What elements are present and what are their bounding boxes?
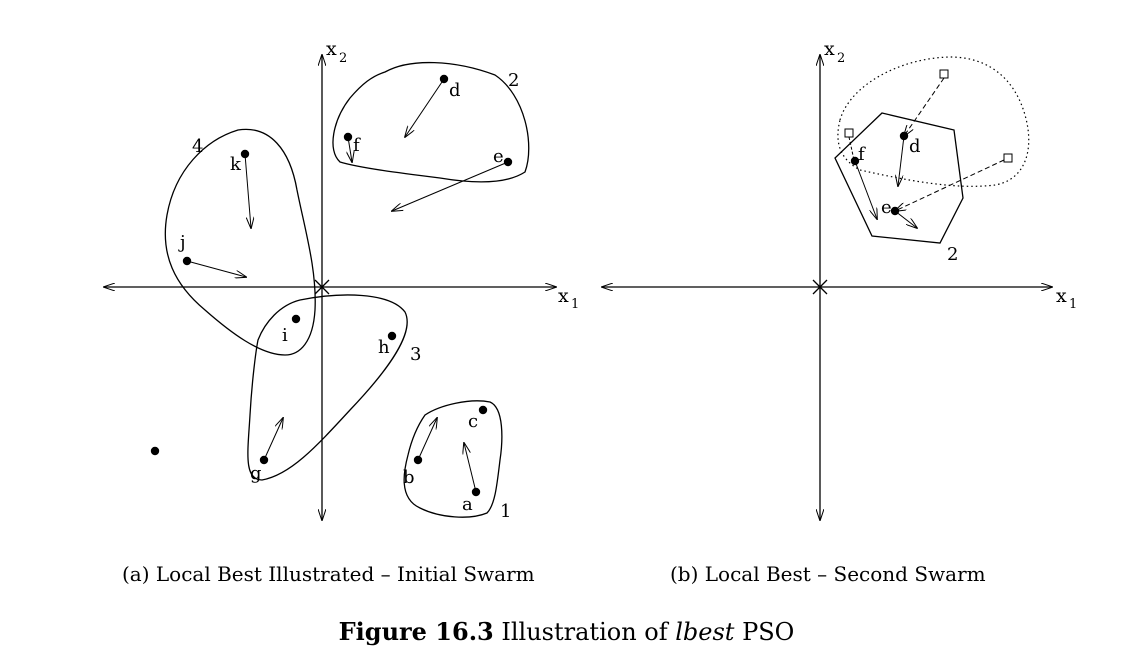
- previous-position-marker: [844, 128, 854, 138]
- particle-label-k: k: [230, 154, 242, 175]
- particle-a: [471, 487, 481, 497]
- origin-cross: [314, 279, 330, 295]
- particle-f: [343, 132, 353, 142]
- particle-label-d: d: [909, 136, 921, 157]
- particle-d: [899, 131, 909, 141]
- velocity-arrow-j: [186, 260, 246, 277]
- figure-title: Figure 16.3 Illustration of lbest PSO: [0, 617, 1133, 646]
- neighborhood-2-label: 2: [947, 244, 958, 265]
- neighborhood-3-label: 3: [410, 344, 421, 365]
- movement-path-e: [895, 159, 1005, 211]
- particle-label-g: g: [250, 463, 262, 484]
- particle-label-f: f: [858, 144, 866, 165]
- velocity-arrow-f: [854, 160, 877, 219]
- particle-label-b: b: [403, 467, 415, 488]
- x1-axis-label: x: [558, 285, 569, 307]
- figure-title-emphasis: lbest: [675, 618, 735, 646]
- particle-f: [850, 156, 860, 166]
- velocity-arrow-g: [263, 418, 283, 461]
- figure-title-text: Illustration of: [501, 618, 668, 646]
- particle-label-h: h: [378, 337, 390, 358]
- particle-label-e: e: [881, 197, 892, 218]
- movement-path-d: [904, 77, 945, 136]
- particle-label-j: j: [178, 232, 186, 253]
- panel-a: x 1 x 2 1 2 3 4 a: [104, 38, 579, 522]
- particle-e: [503, 157, 513, 167]
- x2-axis-label: x: [326, 38, 337, 60]
- previous-position-marker: [939, 69, 949, 79]
- velocity-arrow-f: [348, 136, 352, 162]
- caption-panel-a: (a) Local Best Illustrated – Initial Swa…: [122, 562, 535, 586]
- particle-label-c: c: [468, 411, 478, 432]
- movement-path-f: [848, 136, 855, 161]
- neighborhood-2-boundary: [834, 112, 964, 244]
- neighborhood-4-boundary: [164, 128, 316, 356]
- previous-position-marker: [1003, 153, 1013, 163]
- neighborhood-1-boundary: [403, 400, 503, 518]
- neighborhood-2-boundary: [332, 61, 530, 183]
- particle-label-i: i: [282, 325, 288, 346]
- particle-unlabeled: [150, 446, 160, 456]
- neighborhood-1-label: 1: [500, 501, 511, 522]
- particle-label-a: a: [462, 494, 473, 515]
- x2-axis-subscript: 2: [339, 51, 347, 66]
- velocity-arrow-e: [392, 161, 509, 211]
- particle-d: [439, 74, 449, 84]
- particle-label-e: e: [493, 146, 504, 167]
- velocity-arrow-d: [898, 135, 905, 186]
- previous-neighborhood-boundary: [837, 56, 1030, 187]
- particle-e: [890, 206, 900, 216]
- origin-cross: [812, 279, 828, 295]
- caption-panel-b: (b) Local Best – Second Swarm: [670, 562, 986, 586]
- neighborhood-4-label: 4: [192, 136, 203, 157]
- neighborhood-2-label: 2: [508, 70, 519, 91]
- velocity-arrow-e: [894, 210, 917, 228]
- x2-axis-label: x: [824, 38, 835, 60]
- panel-b: x 1 x 2 2 d e f: [602, 38, 1077, 520]
- figure-number: Figure 16.3: [338, 617, 494, 646]
- particle-k: [240, 149, 250, 159]
- velocity-arrow-b: [417, 418, 437, 461]
- figure-title-suffix: PSO: [742, 618, 795, 646]
- particle-g: [259, 455, 269, 465]
- particle-b: [413, 455, 423, 465]
- x1-axis-subscript: 1: [1069, 297, 1077, 312]
- x2-axis-subscript: 2: [837, 51, 845, 66]
- x1-axis-subscript: 1: [571, 297, 579, 312]
- velocity-arrow-d: [405, 78, 445, 137]
- velocity-arrow-a: [464, 443, 477, 493]
- neighborhood-3-boundary: [247, 294, 408, 481]
- x1-axis-label: x: [1056, 285, 1067, 307]
- particle-h: [387, 331, 397, 341]
- particle-label-d: d: [449, 80, 461, 101]
- particle-label-f: f: [353, 135, 361, 156]
- particle-j: [182, 256, 192, 266]
- particle-i: [291, 314, 301, 324]
- particle-c: [478, 405, 488, 415]
- velocity-arrow-k: [244, 153, 251, 228]
